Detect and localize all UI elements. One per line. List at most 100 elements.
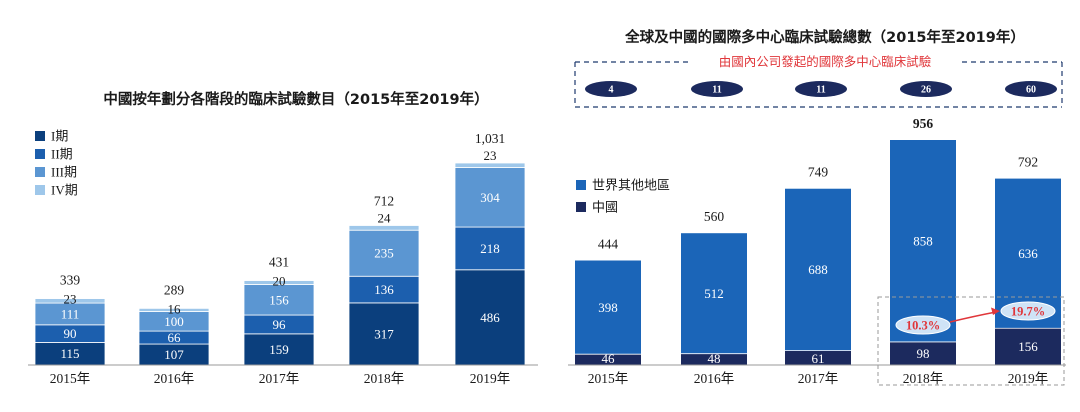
highlight-frame <box>877 296 1065 386</box>
bar-3-total-label: 431 <box>269 255 289 270</box>
legend-label-2: II期 <box>51 147 73 162</box>
bar-4-china-label: 98 <box>917 346 930 361</box>
left-chart: 中國按年劃分各階段的臨床試驗數目（2015年至2019年） I期II期III期I… <box>28 90 538 386</box>
bar-4-segment-3 <box>348 229 420 277</box>
bar-2-china-label: 48 <box>708 351 721 366</box>
x-tick-label-1: 2015年 <box>50 371 91 386</box>
bar-3-segment-rest <box>785 188 851 351</box>
legend-swatch-1 <box>576 180 586 190</box>
legend-swatch-2 <box>35 149 45 159</box>
bar-3-segment-china <box>785 350 851 365</box>
bar-1-segment-2-label: 90 <box>64 326 77 341</box>
bar-5-rest-label: 636 <box>1018 246 1038 261</box>
annotation-pill-1 <box>585 81 637 97</box>
bar-3-rest-label: 688 <box>808 262 828 277</box>
bar-1-total-label: 339 <box>60 273 81 288</box>
bar-4-segment-china <box>890 341 956 365</box>
bar-4-segment-3-label: 235 <box>374 246 394 261</box>
right-highlight-group: 10.3% 19.7% <box>877 296 1065 386</box>
x-tick-label-3: 2017年 <box>259 371 300 386</box>
annotation-pill-4 <box>900 81 952 97</box>
x-tick-label-5: 2019年 <box>1008 371 1049 386</box>
bar-5-segment-4 <box>454 162 526 168</box>
right-annotation-box: 由國內公司發起的國際多中心臨床試驗 4 11 11 26 60 <box>574 54 1063 108</box>
bar-2-segment-rest <box>681 233 747 354</box>
bar-5-segment-china <box>995 328 1061 365</box>
x-tick-label-5: 2019年 <box>470 371 511 386</box>
bar-5-segment-1 <box>454 269 526 366</box>
bar-5-segment-2-label: 218 <box>480 241 500 256</box>
bar-1-china-label: 46 <box>602 351 616 366</box>
bar-2-segment-4-label: 16 <box>168 301 182 316</box>
legend-label-4: IV期 <box>51 183 78 198</box>
left-chart-bars: 1159011123339107661001628915996156204313… <box>34 131 526 366</box>
bar-2-segment-3-label: 100 <box>164 314 184 329</box>
annotation-pill-3-label: 11 <box>816 85 825 96</box>
bar-1-segment-4 <box>34 298 106 304</box>
annotation-pill-5 <box>1005 81 1057 97</box>
share-bubble-1 <box>895 315 951 335</box>
bar-5-segment-3 <box>454 167 526 228</box>
bar-2-segment-china <box>681 353 747 365</box>
left-chart-title: 中國按年劃分各階段的臨床試驗數目（2015年至2019年） <box>103 90 488 108</box>
legend-swatch-1 <box>35 131 45 141</box>
bar-2-total-label: 289 <box>164 282 185 297</box>
x-tick-label-1: 2015年 <box>588 371 629 386</box>
share-bubble-1-label: 10.3% <box>906 319 940 333</box>
bar-5-segment-4-label: 23 <box>484 148 497 163</box>
bar-3-segment-2-label: 96 <box>273 317 287 332</box>
bar-1-segment-1-label: 115 <box>60 346 79 361</box>
bar-3-china-label: 61 <box>812 351 825 366</box>
bar-4-segment-1 <box>348 302 420 366</box>
bar-3-segment-4 <box>243 280 315 285</box>
bar-3-segment-3-label: 156 <box>269 292 289 307</box>
share-arrowhead <box>991 307 1000 315</box>
legend-label-1: 世界其他地區 <box>592 178 670 193</box>
bar-1-segment-china <box>575 354 641 365</box>
bar-5-segment-1-label: 486 <box>480 310 500 325</box>
bar-4-total-label: 712 <box>374 194 394 209</box>
bar-4-segment-rest <box>890 140 956 342</box>
right-x-tick-labels: 2015年 2016年 2017年 2018年 2019年 <box>588 371 1049 386</box>
x-tick-label-4: 2018年 <box>364 371 405 386</box>
bar-4-segment-1-label: 317 <box>374 326 394 341</box>
bar-5-total-label: 1,031 <box>475 131 505 146</box>
bar-4-total-label: 956 <box>913 116 934 131</box>
bar-1-segment-3-label: 111 <box>61 306 80 321</box>
bar-3-segment-3 <box>243 284 315 316</box>
bar-4-segment-2 <box>348 275 420 304</box>
bar-4-rest-label: 858 <box>913 233 933 248</box>
legend-label-3: III期 <box>51 165 77 180</box>
annotation-pill-1-label: 4 <box>609 85 614 96</box>
bar-1-segment-4-label: 23 <box>64 292 77 307</box>
bar-5-segment-2 <box>454 226 526 271</box>
legend-label-1: I期 <box>51 129 68 144</box>
bar-1-segment-rest <box>575 260 641 355</box>
x-tick-label-4: 2018年 <box>903 371 944 386</box>
x-tick-label-3: 2017年 <box>798 371 839 386</box>
share-bubble-2-label: 19.7% <box>1011 305 1045 319</box>
bar-2-segment-4 <box>138 307 210 312</box>
annotation-pill-2 <box>691 81 743 97</box>
bar-1-rest-label: 398 <box>598 300 618 315</box>
annotation-pill-3 <box>795 81 847 97</box>
legend-swatch-2 <box>576 202 586 212</box>
bar-3-segment-1 <box>243 333 315 366</box>
legend-swatch-3 <box>35 167 45 177</box>
share-arrow <box>949 311 997 323</box>
bar-5-total-label: 792 <box>1018 155 1038 170</box>
left-x-tick-labels: 2015年 2016年 2017年 2018年 2019年 <box>50 371 511 386</box>
bar-2-total-label: 560 <box>704 209 725 224</box>
legend-swatch-4 <box>35 185 45 195</box>
bar-5-segment-3-label: 304 <box>480 190 500 205</box>
bar-4-segment-4 <box>348 225 420 231</box>
bar-4-segment-2-label: 136 <box>374 282 394 297</box>
bar-3-segment-1-label: 159 <box>269 342 289 357</box>
right-chart-bars: 46 398 444 48 512 560 61 688 749 98 858 956 156 636 79… <box>575 116 1061 366</box>
annotation-pill-4-label: 26 <box>921 85 931 96</box>
bar-2-segment-2-label: 66 <box>168 330 182 345</box>
legend-label-2: 中國 <box>592 200 618 215</box>
left-chart-legend: I期 II期 III期 IV期 <box>35 129 78 198</box>
